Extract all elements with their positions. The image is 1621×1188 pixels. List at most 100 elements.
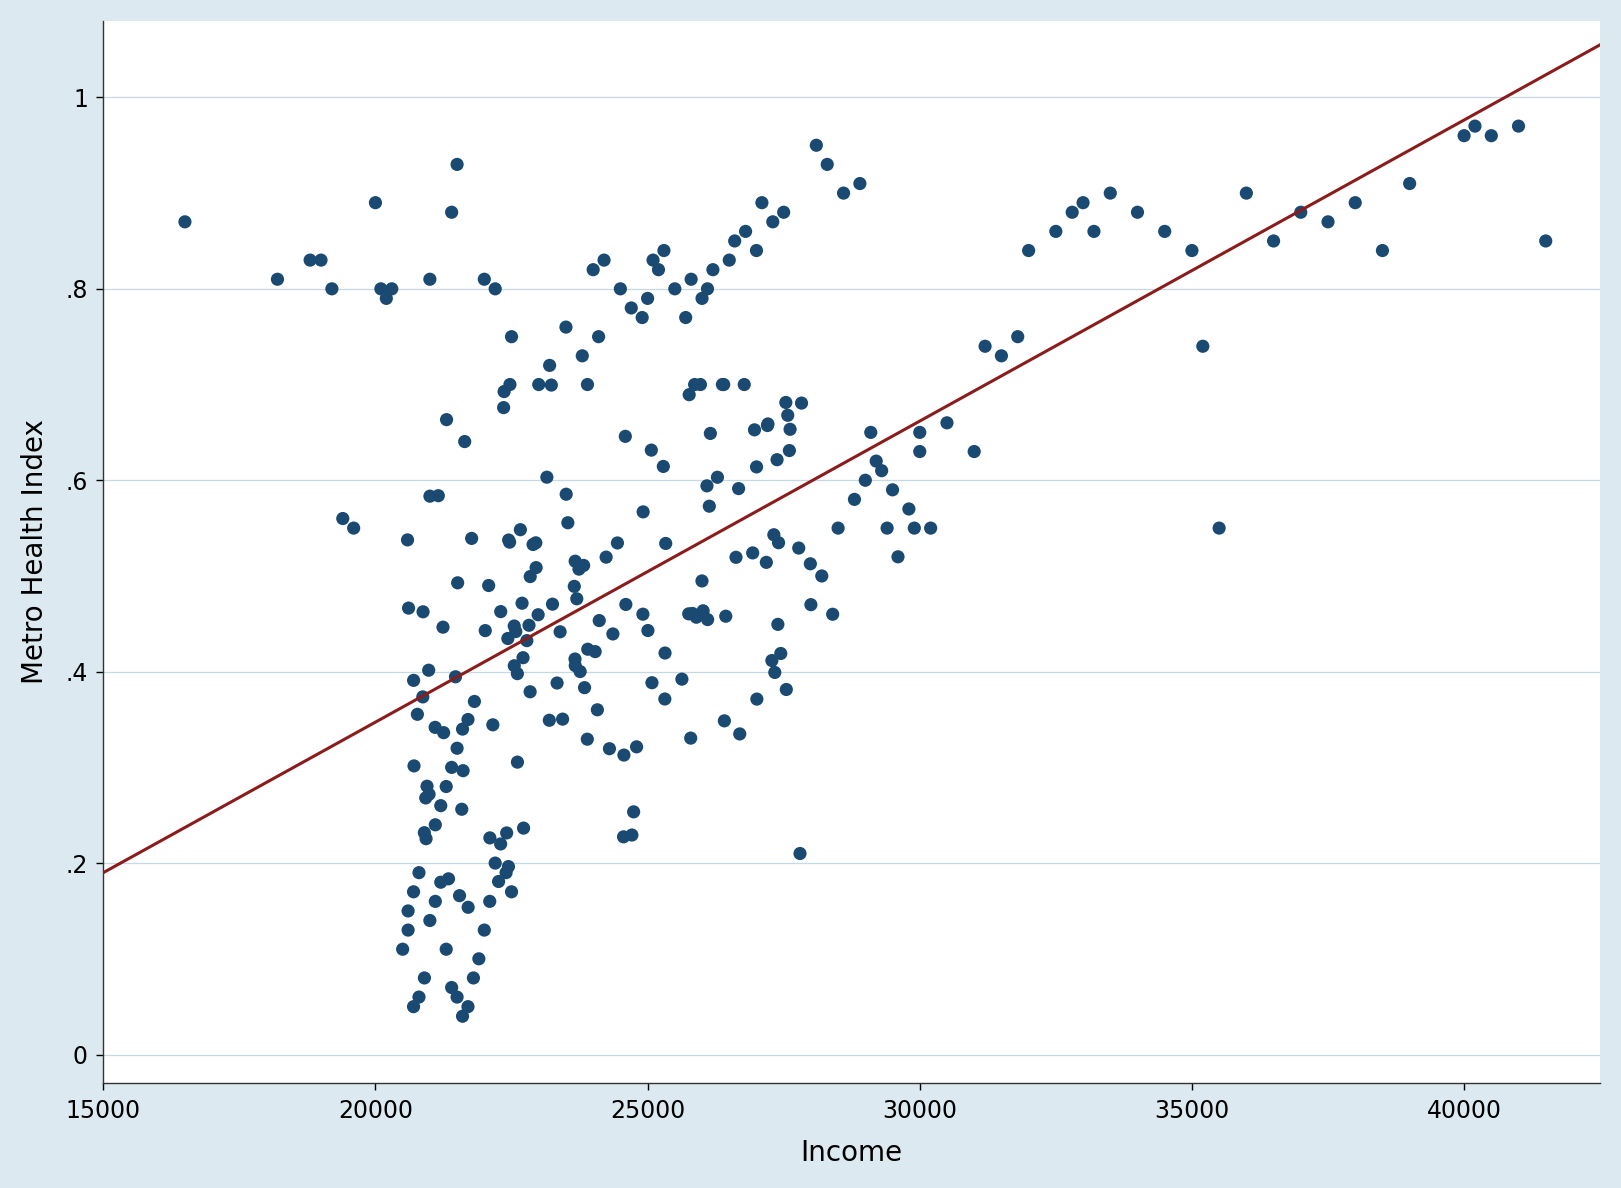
- Point: [417, 785, 443, 804]
- Point: [1287, 203, 1313, 222]
- Point: [744, 457, 770, 476]
- Point: [689, 289, 715, 308]
- Point: [494, 823, 520, 842]
- Point: [394, 530, 420, 549]
- Point: [439, 758, 465, 777]
- Point: [480, 715, 506, 734]
- Point: [562, 650, 588, 669]
- Point: [640, 251, 666, 270]
- Point: [619, 826, 645, 845]
- Point: [537, 710, 562, 729]
- Point: [400, 883, 426, 902]
- Point: [1506, 116, 1532, 135]
- Point: [548, 623, 574, 642]
- Point: [456, 997, 481, 1016]
- Point: [741, 421, 767, 440]
- Point: [1342, 194, 1368, 213]
- Point: [488, 834, 514, 853]
- Point: [433, 410, 459, 429]
- Point: [562, 656, 588, 675]
- Point: [486, 872, 512, 891]
- Point: [297, 251, 323, 270]
- Point: [846, 173, 872, 192]
- Point: [540, 595, 566, 614]
- Point: [723, 548, 749, 567]
- Point: [449, 720, 475, 739]
- Point: [635, 289, 661, 308]
- Point: [511, 649, 537, 668]
- Point: [754, 552, 780, 571]
- Point: [456, 898, 481, 917]
- Point: [759, 651, 785, 670]
- Point: [417, 487, 443, 506]
- Point: [624, 738, 650, 757]
- Point: [613, 426, 639, 446]
- Point: [439, 203, 465, 222]
- Point: [517, 682, 543, 701]
- Point: [710, 375, 736, 394]
- Point: [524, 533, 550, 552]
- Point: [1125, 203, 1151, 222]
- Point: [1315, 213, 1341, 232]
- Point: [814, 154, 840, 173]
- Point: [525, 375, 551, 394]
- Point: [669, 670, 695, 689]
- Point: [786, 538, 812, 557]
- Point: [451, 762, 477, 781]
- Point: [639, 441, 665, 460]
- Point: [496, 531, 522, 550]
- Point: [405, 864, 431, 883]
- Point: [423, 892, 449, 911]
- Point: [400, 997, 426, 1016]
- Point: [452, 432, 478, 451]
- Point: [1234, 184, 1260, 203]
- Point: [631, 605, 657, 624]
- Point: [804, 135, 830, 154]
- Point: [423, 815, 449, 834]
- Point: [989, 347, 1015, 366]
- Point: [514, 631, 540, 650]
- Point: [600, 625, 626, 644]
- Point: [396, 599, 421, 618]
- Point: [410, 602, 436, 621]
- Point: [1478, 126, 1504, 145]
- Point: [661, 279, 687, 298]
- Point: [567, 662, 593, 681]
- Point: [515, 615, 541, 634]
- Point: [744, 689, 770, 708]
- Point: [472, 921, 498, 940]
- Point: [788, 843, 814, 862]
- Point: [172, 213, 198, 232]
- Point: [456, 710, 481, 729]
- Point: [477, 828, 503, 847]
- Point: [264, 270, 290, 289]
- Point: [1070, 194, 1096, 213]
- Point: [874, 519, 900, 538]
- Point: [564, 589, 590, 608]
- Point: [694, 279, 720, 298]
- Point: [611, 746, 637, 765]
- Point: [934, 413, 960, 432]
- Point: [788, 393, 814, 412]
- Y-axis label: Metro Health Index: Metro Health Index: [21, 419, 49, 684]
- Point: [1190, 336, 1216, 355]
- Point: [906, 442, 932, 461]
- Point: [460, 968, 486, 987]
- Point: [653, 533, 679, 552]
- Point: [629, 308, 655, 327]
- Point: [760, 525, 786, 544]
- Point: [319, 279, 345, 298]
- Point: [499, 883, 525, 902]
- Point: [754, 416, 780, 435]
- Point: [705, 468, 731, 487]
- Point: [449, 1006, 475, 1025]
- Point: [1059, 203, 1084, 222]
- Point: [553, 485, 579, 504]
- Point: [700, 260, 726, 279]
- Point: [572, 678, 598, 697]
- Point: [744, 241, 770, 260]
- Point: [1153, 222, 1178, 241]
- Point: [421, 718, 447, 737]
- Point: [689, 571, 715, 590]
- Point: [1370, 241, 1396, 260]
